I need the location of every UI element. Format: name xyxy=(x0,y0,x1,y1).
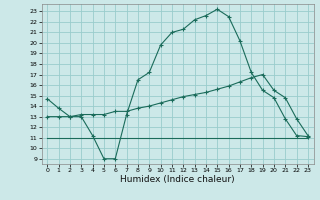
X-axis label: Humidex (Indice chaleur): Humidex (Indice chaleur) xyxy=(120,175,235,184)
